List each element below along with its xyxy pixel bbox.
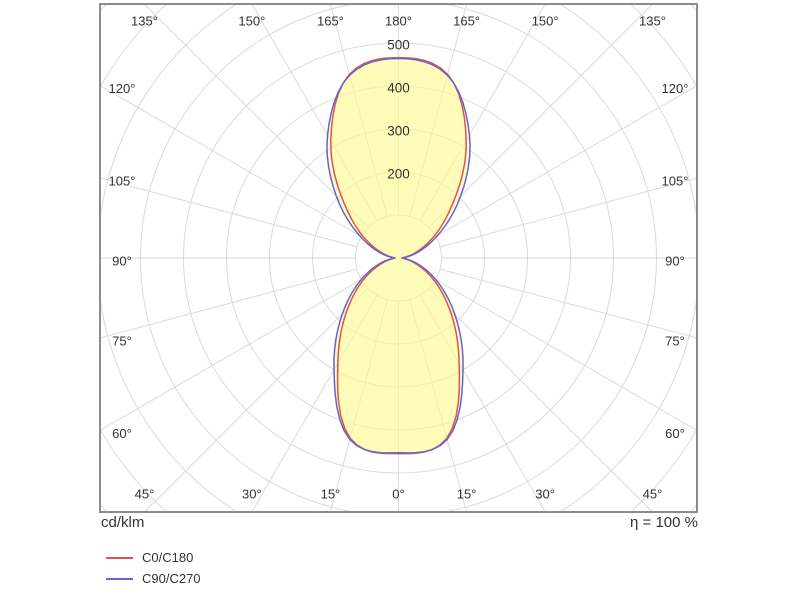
curve-c0-c180 (330, 56, 467, 455)
grid-radial-line (419, 294, 546, 512)
angle-tick-label: 135° (639, 13, 666, 28)
ring-value-label: 200 (387, 167, 410, 182)
units-label: cd/klm (101, 514, 145, 531)
curve-fill-c0-c180 (330, 57, 467, 454)
ring-value-labels: 200 300 400 500 (387, 38, 410, 182)
angle-tick-label: 150° (238, 13, 265, 28)
legend-swatch-c90-c270 (106, 577, 133, 580)
angle-tick-label: 165° (317, 13, 344, 28)
curve-c90-c270 (326, 57, 471, 454)
grid-radial-line (143, 4, 369, 228)
grid-radial-line (435, 279, 697, 431)
ring-value-label: 400 (387, 81, 410, 96)
grid-radial-line (100, 85, 362, 237)
angle-tick-label: 15° (457, 486, 477, 501)
grid-radial-line (100, 177, 358, 248)
grid-radial-line (100, 268, 358, 339)
grid-radial-line (428, 288, 654, 512)
grid-radial-line (428, 4, 654, 228)
legend: C0/C180 C90/C270 (106, 547, 201, 589)
grid-radial-line (439, 177, 697, 248)
grid-radial-line (329, 4, 388, 217)
angle-tick-label: 165° (453, 13, 480, 28)
angle-tick-label: 120° (109, 81, 136, 96)
angle-tick-label: 75° (112, 333, 132, 348)
legend-item-c90-c270: C90/C270 (106, 568, 201, 589)
grid-radial-line (251, 294, 378, 512)
angle-tick-labels: 0° 15° 15° 30° 30° 45° 45° 60° 60° 75° 75° 90° 90° 10… (109, 13, 689, 501)
polar-grid (100, 4, 697, 512)
angle-tick-label: 30° (535, 486, 555, 501)
intensity-curves (326, 56, 471, 455)
angle-tick-label: 120° (662, 81, 689, 96)
angle-tick-label: 105° (662, 173, 689, 188)
ring-value-label: 300 (387, 124, 410, 139)
legend-label-c90-c270: C90/C270 (142, 571, 201, 586)
legend-label-c0-c180: C0/C180 (142, 550, 194, 565)
angle-tick-label: 150° (532, 13, 559, 28)
angle-tick-label: 60° (665, 426, 685, 441)
angle-tick-label: 105° (109, 173, 136, 188)
angle-tick-label: 60° (112, 426, 132, 441)
curve-fill-c90-c270 (326, 58, 471, 453)
angle-tick-label: 90° (665, 253, 685, 268)
angle-tick-label: 15° (321, 486, 341, 501)
grid-radial-line (100, 279, 362, 431)
efficiency-label: η = 100 % (630, 514, 698, 531)
legend-item-c0-c180: C0/C180 (106, 547, 201, 568)
grid-radial-line (143, 288, 369, 512)
angle-tick-label: 45° (135, 486, 155, 501)
polar-diagram: 200 300 400 500 0° 15° 15° 30° 30° 45° 45° 60° 60° 75… (99, 3, 698, 513)
grid-radial-line (251, 4, 378, 222)
grid-radial-line (409, 299, 468, 512)
angle-tick-label: 180° (385, 13, 412, 28)
grid-radial-line (435, 85, 697, 237)
grid-radial-line (419, 4, 546, 222)
angle-tick-label: 135° (131, 13, 158, 28)
angle-tick-label: 30° (242, 486, 262, 501)
legend-swatch-c0-c180 (106, 556, 133, 559)
plot-frame (99, 3, 698, 513)
angle-tick-label: 0° (392, 486, 404, 501)
angle-tick-label: 45° (643, 486, 663, 501)
ring-value-label: 500 (387, 38, 410, 53)
angle-tick-label: 90° (112, 253, 132, 268)
angle-tick-label: 75° (665, 333, 685, 348)
grid-radial-line (329, 299, 388, 512)
grid-radial-line (439, 268, 697, 339)
grid-radial-line (409, 4, 468, 217)
